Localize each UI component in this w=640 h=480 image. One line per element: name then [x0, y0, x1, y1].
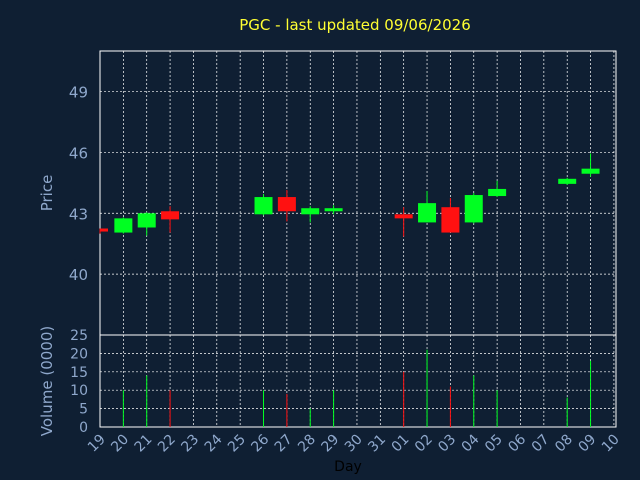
price-tick-label: 49: [69, 84, 88, 102]
day-tick-label: 01: [389, 432, 413, 456]
candle-body: [301, 208, 320, 215]
candle-body: [114, 218, 133, 233]
candle-body: [558, 178, 577, 184]
day-tick-label: 27: [272, 432, 296, 456]
price-tick-label: 40: [69, 266, 88, 284]
candle-body: [277, 197, 296, 212]
price-tick-label: 46: [69, 144, 88, 162]
volume-axis-label: Volume (0000): [38, 326, 56, 436]
candle-body: [464, 195, 483, 223]
volume-tick-label: 5: [79, 402, 88, 418]
price-tick-label: 43: [69, 205, 88, 223]
volume-tick-label: 15: [70, 365, 88, 381]
volume-tick-labels: 0 5 10 15 20 25: [70, 328, 88, 436]
x-axis-label: Day: [334, 459, 362, 475]
candle-body: [418, 203, 437, 223]
day-tick-label: 31: [365, 432, 389, 456]
volume-panel-frame: [99, 334, 617, 428]
day-tick-label: 26: [248, 431, 272, 455]
day-tick-label: 20: [108, 432, 132, 456]
candle-body: [324, 208, 343, 212]
candle-body: [254, 197, 273, 215]
price-grid: [100, 51, 616, 335]
day-tick-label: 23: [178, 432, 202, 456]
day-tick-label: 06: [505, 431, 529, 455]
volume-tick-label: 0: [79, 420, 88, 436]
candle-body: [161, 211, 180, 220]
candle-body: [441, 207, 460, 233]
volume-tick-label: 20: [70, 346, 88, 362]
candles: [99, 153, 600, 237]
day-tick-label: 22: [155, 432, 179, 456]
day-tick-label: 05: [482, 432, 506, 456]
chart-title: PGC - last updated 09/06/2026: [239, 16, 471, 34]
day-tick-label: 29: [319, 432, 343, 456]
day-tick-label: 03: [435, 432, 459, 456]
day-tick-label: 09: [575, 432, 599, 456]
day-tick-label: 08: [552, 432, 576, 456]
price-panel-frame: [99, 50, 617, 336]
candle-body: [394, 214, 413, 219]
day-tick-label: 24: [202, 431, 226, 455]
candle-body: [581, 168, 600, 174]
day-tick-label: 19: [85, 432, 109, 456]
day-tick-label: 10: [599, 432, 623, 456]
day-tick-label: 07: [529, 432, 553, 456]
price-tick-labels: 40 43 46 49: [69, 84, 88, 285]
day-tick-label: 30: [342, 432, 366, 456]
candle-body: [137, 213, 156, 228]
volume-tick-label: 10: [70, 383, 88, 399]
day-tick-label: 25: [225, 432, 249, 456]
volume-tick-label: 25: [70, 328, 88, 344]
day-tick-label: 28: [295, 432, 319, 456]
candle-body: [100, 228, 108, 232]
day-tick-label: 02: [412, 432, 436, 456]
volume-grid: [100, 335, 616, 427]
candle-body: [488, 188, 507, 197]
volume-bars: [122, 349, 592, 427]
day-tick-label: 04: [459, 431, 483, 455]
day-tick-labels: 19 20 21 22 23 24 25 26 27 28 29 30 31 01 02 03 04 05 06 07…: [85, 431, 623, 455]
day-tick-label: 21: [132, 432, 156, 456]
price-axis-label: Price: [38, 175, 56, 212]
